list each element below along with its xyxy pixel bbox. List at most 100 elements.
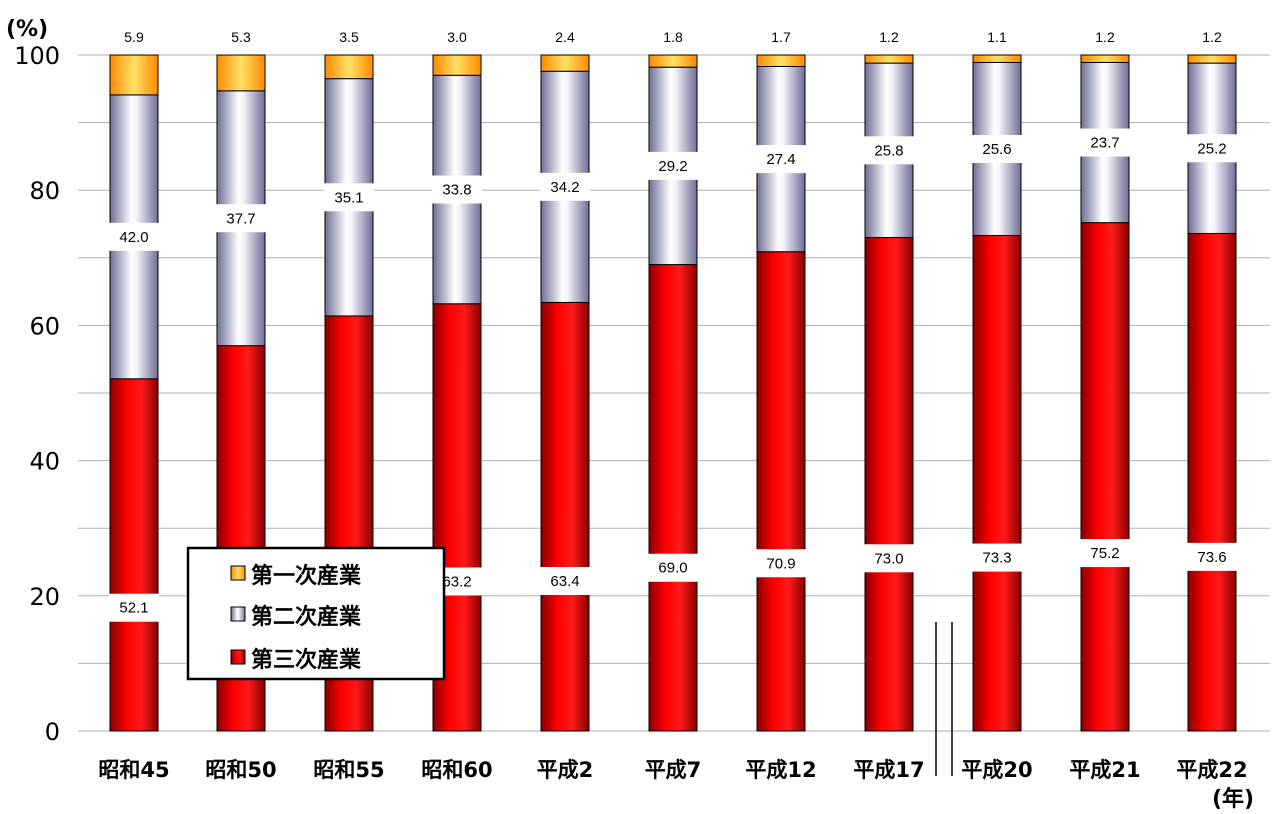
y-tick-label: 60 — [29, 312, 60, 340]
data-label: 70.9 — [766, 555, 795, 572]
data-label-top: 3.0 — [447, 29, 467, 45]
data-label-top: 1.2 — [1202, 29, 1222, 45]
y-tick-label: 80 — [29, 177, 60, 205]
bar-segment-tertiary — [109, 378, 159, 732]
y-tick-label: 20 — [29, 583, 60, 611]
x-category-label: 平成22 — [1176, 758, 1247, 782]
data-label-top: 5.9 — [124, 29, 144, 45]
bar-segment-tertiary — [1080, 222, 1130, 732]
data-label-bg — [109, 593, 159, 622]
bar-segment-tertiary — [756, 251, 806, 732]
data-label-bg — [1187, 134, 1237, 163]
x-category-label: 昭和50 — [205, 758, 276, 782]
data-label-top: 1.8 — [663, 29, 683, 45]
data-label: 42.0 — [119, 229, 148, 246]
data-label: 73.3 — [982, 550, 1011, 567]
data-label-top: 3.5 — [339, 29, 359, 45]
x-axis-unit-label: (年) — [1212, 786, 1254, 812]
data-label-top: 5.3 — [231, 29, 251, 45]
x-category-label: 平成12 — [745, 758, 816, 782]
legend-swatch-secondary — [230, 606, 246, 622]
data-label: 25.6 — [982, 141, 1011, 158]
y-axis-ticks: 0 20 40 60 80 100 — [14, 42, 60, 746]
data-label: 23.7 — [1090, 135, 1119, 152]
bar-segment-primary — [109, 54, 159, 96]
data-label: 34.2 — [550, 179, 579, 196]
legend-swatch-primary — [230, 565, 246, 581]
data-label: 33.8 — [442, 182, 471, 199]
data-label: 25.8 — [874, 142, 903, 159]
x-category-label: 平成2 — [537, 758, 594, 782]
legend-label-tertiary: 第三次産業 — [251, 647, 362, 673]
bar-segment-primary — [864, 54, 914, 64]
data-label: 37.7 — [226, 210, 255, 227]
bar-segment-tertiary — [540, 301, 590, 732]
bar-segment-primary — [216, 54, 266, 92]
y-tick-label: 100 — [14, 42, 60, 70]
data-label: 52.1 — [119, 600, 148, 617]
x-category-label: 平成7 — [645, 758, 702, 782]
axis-break-marker — [935, 622, 953, 776]
data-label-top: 2.4 — [555, 29, 575, 45]
data-label-bg — [1080, 128, 1130, 157]
data-label: 35.1 — [334, 189, 363, 206]
data-label: 73.6 — [1197, 549, 1226, 566]
data-label-bg — [432, 175, 482, 204]
bar-segment-primary — [324, 54, 374, 80]
bar-segment-primary — [1187, 54, 1237, 64]
data-label-bg — [540, 566, 590, 595]
x-category-label: 昭和45 — [98, 758, 169, 782]
bar-segment-tertiary — [648, 264, 698, 732]
bar-segment-tertiary — [864, 237, 914, 732]
data-label-top: 1.1 — [987, 29, 1007, 45]
x-category-label: 昭和60 — [421, 758, 492, 782]
data-label: 63.2 — [442, 573, 471, 590]
x-category-label: 昭和55 — [313, 758, 384, 782]
bar-segment-primary — [540, 54, 590, 72]
legend-swatch-tertiary — [230, 649, 246, 665]
data-label-bg — [540, 172, 590, 201]
legend-label-secondary: 第二次産業 — [251, 604, 362, 630]
x-category-label: 平成20 — [961, 758, 1032, 782]
y-axis-unit-label: (%) — [6, 17, 48, 42]
y-tick-label: 40 — [29, 448, 60, 476]
legend: 第一次産業 第二次産業 第三次産業 — [186, 546, 446, 681]
data-label-bg — [972, 134, 1022, 163]
data-label: 69.0 — [658, 560, 687, 577]
x-axis-categories: 昭和45 昭和50 昭和55 昭和60 平成2 平成7 平成12 平成17 平成20 平成21 平成… — [98, 758, 1247, 782]
data-label: 63.4 — [550, 573, 579, 590]
data-label-bg — [1080, 539, 1130, 568]
data-label: 73.0 — [874, 550, 903, 567]
bar-segment-primary — [756, 54, 806, 67]
bar-segment-tertiary — [1187, 232, 1237, 732]
data-label-top: 1.2 — [879, 29, 899, 45]
bar-segment-tertiary — [972, 234, 1022, 732]
data-label: 25.2 — [1197, 140, 1226, 157]
data-label-bg — [864, 136, 914, 165]
data-label-bg — [216, 204, 266, 233]
data-label-bg — [972, 543, 1022, 572]
bar-segment-primary — [648, 54, 698, 68]
bar-segment-primary — [1080, 54, 1130, 63]
data-label-bg — [648, 553, 698, 582]
data-label-bg — [756, 145, 806, 174]
data-label: 75.2 — [1090, 545, 1119, 562]
data-label-bg — [1187, 542, 1237, 571]
data-label-bg — [756, 549, 806, 578]
data-label: 29.2 — [658, 158, 687, 175]
y-tick-label: 0 — [45, 718, 60, 746]
data-label-top: 1.2 — [1095, 29, 1115, 45]
x-category-label: 平成17 — [853, 758, 924, 782]
data-label-bg — [864, 544, 914, 573]
data-label-top: 1.7 — [771, 29, 791, 45]
data-label: 27.4 — [766, 151, 795, 168]
legend-label-primary: 第一次産業 — [251, 563, 362, 589]
bar-segment-primary — [432, 54, 482, 76]
bar-segment-primary — [972, 54, 1022, 63]
data-label-bg — [648, 151, 698, 180]
x-category-label: 平成21 — [1069, 758, 1140, 782]
data-label-bg — [109, 222, 159, 251]
data-label-bg — [324, 183, 374, 212]
